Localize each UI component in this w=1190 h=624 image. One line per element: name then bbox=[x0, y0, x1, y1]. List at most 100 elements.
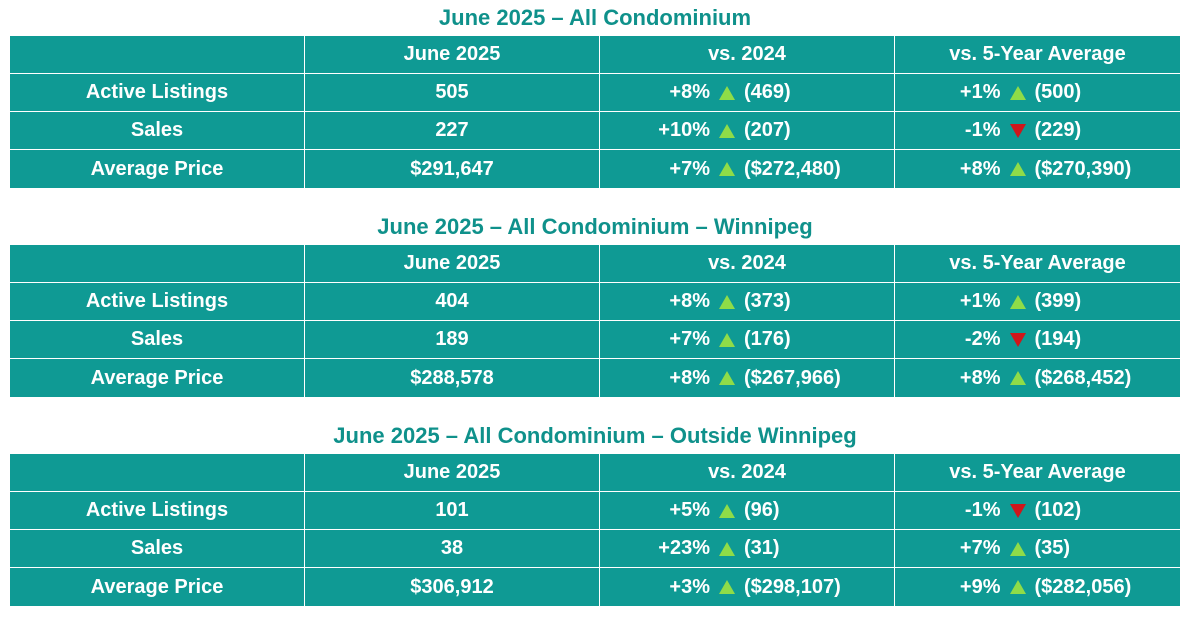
triangle-up-icon bbox=[1009, 541, 1026, 556]
previous-value: (102) bbox=[1034, 499, 1082, 521]
change-cell-vs-2024: +5% (96) bbox=[600, 492, 895, 530]
previous-value: ($298,107) bbox=[744, 575, 841, 598]
change-pct: +9% bbox=[959, 575, 1001, 598]
previous-value: (229) bbox=[1034, 119, 1082, 141]
change-cell-vs-5yr: -1% (102) bbox=[895, 492, 1180, 530]
change-cell-vs-2024: +8% (469) bbox=[600, 74, 895, 112]
header-cell-june-2025: June 2025 bbox=[305, 454, 600, 492]
header-cell-vs-2024: vs. 2024 bbox=[600, 454, 895, 492]
previous-value: (207) bbox=[744, 119, 791, 141]
change-cell-vs-5yr: -2% (194) bbox=[895, 321, 1180, 359]
change-pct: +1% bbox=[959, 290, 1001, 312]
header-cell-empty bbox=[10, 36, 305, 74]
section-title: June 2025 – All Condominium – Outside Wi… bbox=[333, 423, 857, 448]
triangle-up-icon bbox=[719, 162, 735, 176]
row-value: $306,912 bbox=[305, 568, 600, 606]
previous-value: ($282,056) bbox=[1034, 575, 1132, 598]
triangle-up-icon bbox=[1009, 85, 1026, 100]
table-section-all-condominium: June 2025 – All Condominium June 2025 vs… bbox=[10, 0, 1180, 188]
triangle-up-icon bbox=[1009, 294, 1026, 309]
change-cell-vs-5yr: +1% (399) bbox=[895, 283, 1180, 321]
change-pct: -2% bbox=[964, 328, 1001, 350]
change-pct: +8% bbox=[959, 366, 1001, 389]
triangle-up-icon bbox=[719, 332, 735, 347]
header-cell-vs-5yr: vs. 5-Year Average bbox=[895, 245, 1180, 283]
change-cell-vs-5yr: -1% (229) bbox=[895, 112, 1180, 150]
row-label: Active Listings bbox=[10, 283, 305, 321]
change-cell-vs-2024: +3% ($298,107) bbox=[600, 568, 895, 606]
change-cell-vs-2024: +7% ($272,480) bbox=[600, 150, 895, 188]
change-cell-vs-2024: +10% (207) bbox=[600, 112, 895, 150]
change-cell-vs-2024: +8% ($267,966) bbox=[600, 359, 895, 397]
header-cell-empty bbox=[10, 454, 305, 492]
triangle-up-icon bbox=[719, 541, 735, 556]
change-pct: +7% bbox=[959, 537, 1001, 559]
previous-value: (35) bbox=[1034, 537, 1071, 559]
row-value: $291,647 bbox=[305, 150, 600, 188]
change-pct: +1% bbox=[959, 81, 1001, 103]
change-pct: -1% bbox=[964, 119, 1001, 141]
row-label: Average Price bbox=[10, 568, 305, 606]
table-section-outside-winnipeg: June 2025 – All Condominium – Outside Wi… bbox=[10, 418, 1180, 606]
triangle-up-icon bbox=[1009, 162, 1026, 176]
change-pct: +3% bbox=[669, 575, 710, 598]
previous-value: ($272,480) bbox=[744, 157, 841, 180]
row-label: Active Listings bbox=[10, 74, 305, 112]
change-cell-vs-5yr: +7% (35) bbox=[895, 530, 1180, 568]
header-cell-vs-2024: vs. 2024 bbox=[600, 36, 895, 74]
triangle-down-icon bbox=[1009, 503, 1026, 518]
previous-value: ($270,390) bbox=[1034, 157, 1132, 180]
header-cell-vs-5yr: vs. 5-Year Average bbox=[895, 454, 1180, 492]
triangle-down-icon bbox=[1009, 123, 1026, 138]
change-cell-vs-2024: +8% (373) bbox=[600, 283, 895, 321]
previous-value: ($268,452) bbox=[1034, 366, 1132, 389]
triangle-up-icon bbox=[719, 85, 735, 100]
row-label: Sales bbox=[10, 530, 305, 568]
change-pct: +10% bbox=[658, 119, 710, 141]
change-pct: +8% bbox=[669, 366, 710, 389]
previous-value: (176) bbox=[744, 328, 791, 350]
change-cell-vs-5yr: +8% ($270,390) bbox=[895, 150, 1180, 188]
row-label: Average Price bbox=[10, 150, 305, 188]
triangle-up-icon bbox=[719, 503, 735, 518]
header-cell-vs-5yr: vs. 5-Year Average bbox=[895, 36, 1180, 74]
section-title: June 2025 – All Condominium – Winnipeg bbox=[377, 214, 813, 239]
previous-value: (469) bbox=[744, 81, 791, 103]
stats-table: June 2025 vs. 2024 vs. 5-Year Average Ac… bbox=[10, 245, 1180, 397]
section-title: June 2025 – All Condominium bbox=[438, 5, 752, 30]
change-pct: +23% bbox=[658, 537, 710, 559]
change-pct: +8% bbox=[669, 81, 710, 103]
table-section-winnipeg: June 2025 – All Condominium – Winnipeg J… bbox=[10, 209, 1180, 397]
change-cell-vs-5yr: +1% (500) bbox=[895, 74, 1180, 112]
triangle-up-icon bbox=[1009, 371, 1026, 385]
triangle-up-icon bbox=[719, 580, 735, 594]
change-pct: +5% bbox=[669, 499, 710, 521]
previous-value: (31) bbox=[744, 537, 780, 559]
triangle-up-icon bbox=[719, 371, 735, 385]
row-value: $288,578 bbox=[305, 359, 600, 397]
change-cell-vs-5yr: +8% ($268,452) bbox=[895, 359, 1180, 397]
change-pct: +7% bbox=[669, 157, 710, 180]
triangle-down-icon bbox=[1009, 332, 1026, 347]
row-label: Sales bbox=[10, 321, 305, 359]
row-label: Active Listings bbox=[10, 492, 305, 530]
row-value: 38 bbox=[305, 530, 600, 568]
previous-value: (500) bbox=[1034, 81, 1082, 103]
previous-value: (373) bbox=[744, 290, 791, 312]
triangle-up-icon bbox=[1009, 580, 1026, 594]
previous-value: (399) bbox=[1034, 290, 1082, 312]
row-value: 189 bbox=[305, 321, 600, 359]
change-pct: +7% bbox=[669, 328, 710, 350]
change-cell-vs-2024: +7% (176) bbox=[600, 321, 895, 359]
row-value: 227 bbox=[305, 112, 600, 150]
previous-value: ($267,966) bbox=[744, 366, 841, 389]
stats-table: June 2025 vs. 2024 vs. 5-Year Average Ac… bbox=[10, 36, 1180, 188]
triangle-up-icon bbox=[719, 294, 735, 309]
previous-value: (96) bbox=[744, 499, 780, 521]
header-cell-vs-2024: vs. 2024 bbox=[600, 245, 895, 283]
triangle-up-icon bbox=[719, 123, 735, 138]
previous-value: (194) bbox=[1034, 328, 1082, 350]
row-value: 101 bbox=[305, 492, 600, 530]
change-pct: -1% bbox=[964, 499, 1001, 521]
